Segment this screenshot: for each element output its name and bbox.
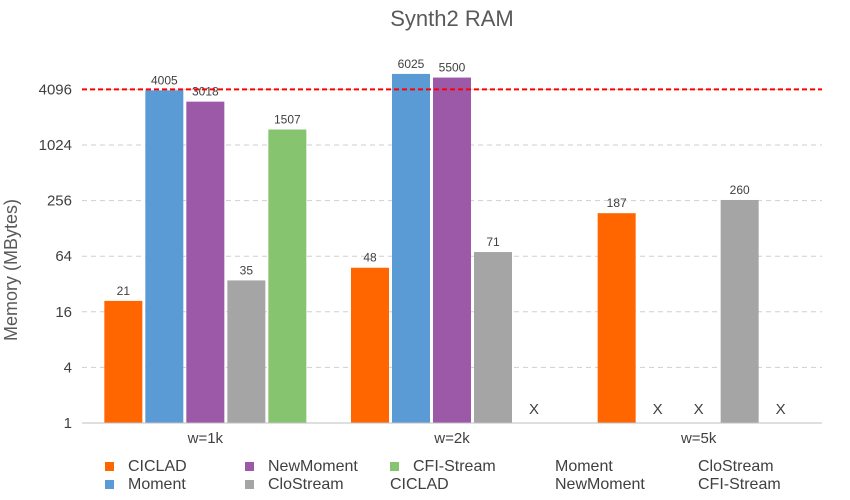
legend-swatch [390, 462, 399, 471]
legend-label: NewMoment [268, 458, 358, 475]
y-tick-label: 256 [47, 193, 72, 210]
legend-label: CloStream [268, 476, 344, 493]
data-label: 260 [730, 183, 750, 197]
legend-swatch [105, 462, 114, 471]
data-label: 21 [117, 284, 131, 298]
y-tick-label: 1 [64, 415, 72, 432]
y-axis-label: Memory (MBytes) [1, 199, 21, 341]
chart-title: Synth2 RAM [390, 6, 514, 31]
bar [433, 77, 471, 424]
y-tick-label: 64 [55, 248, 72, 265]
legend-swatch [105, 480, 114, 489]
data-label: 3018 [192, 85, 219, 99]
bar [227, 280, 266, 423]
legend-label: CICLAD [390, 476, 449, 493]
y-tick-label: 1024 [39, 137, 72, 154]
x-tick-label: w=2k [433, 430, 470, 447]
bar [474, 252, 512, 423]
bar [145, 90, 184, 424]
data-label: 48 [363, 251, 377, 265]
legend-label: CFI-Stream [413, 458, 496, 475]
missing-marker: X [694, 401, 704, 418]
data-label: 187 [607, 196, 627, 210]
y-tick-label: 16 [55, 304, 72, 321]
bar [351, 267, 389, 423]
legend-label: Moment [128, 476, 186, 493]
y-tick-label: 4 [64, 359, 72, 376]
missing-marker: X [653, 401, 663, 418]
y-tick-label: 4096 [39, 81, 72, 98]
legend-swatch [245, 462, 254, 471]
legend-label: NewMoment [555, 476, 645, 493]
data-label: 4005 [151, 73, 178, 87]
legend-label: Moment [555, 458, 613, 475]
data-label: 5500 [439, 61, 466, 75]
data-label: 71 [486, 235, 500, 249]
legend-label: CFI-Stream [698, 476, 781, 493]
bar [186, 101, 225, 423]
bar [104, 300, 143, 423]
bar [597, 213, 636, 423]
bar [392, 73, 430, 423]
bar [720, 199, 759, 423]
missing-marker: X [529, 401, 539, 418]
data-label: 35 [240, 263, 254, 277]
data-label: 6025 [398, 57, 425, 71]
legend-label: CICLAD [128, 458, 187, 475]
legend-swatch [245, 480, 254, 489]
data-label: 1507 [274, 113, 301, 127]
x-tick-label: w=5k [680, 430, 717, 447]
x-tick-label: w=1k [187, 430, 224, 447]
bar [268, 129, 307, 423]
missing-marker: X [776, 401, 786, 418]
legend-label: CloStream [698, 458, 774, 475]
